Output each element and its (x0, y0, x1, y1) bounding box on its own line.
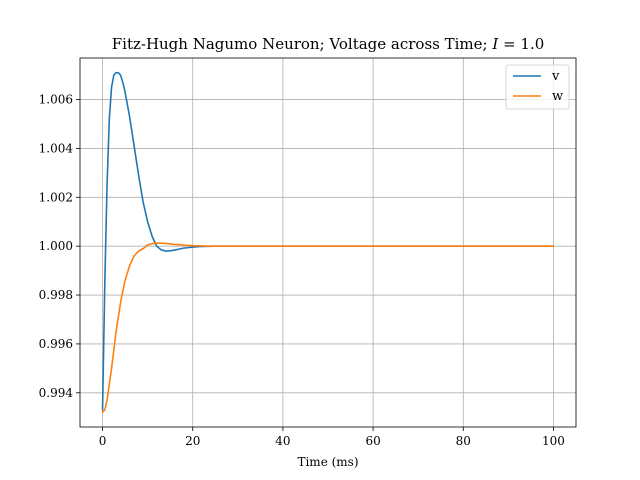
y-tick-label: 1.000 (39, 239, 73, 253)
y-axis-ticks: 0.994 0.996 0.998 1.000 1.002 1.004 1.006 (39, 93, 80, 400)
x-axis-ticks: 0 20 40 60 80 100 (99, 427, 565, 448)
x-tick-label: 0 (99, 434, 107, 448)
y-tick-label: 1.002 (39, 190, 73, 204)
legend: v w (505, 64, 570, 110)
x-tick-label: 40 (275, 434, 290, 448)
x-tick-label: 100 (542, 434, 565, 448)
plot-lines (101, 71, 555, 414)
y-tick-label: 0.998 (39, 288, 73, 302)
y-tick-label: 1.004 (39, 141, 74, 155)
chart-title: Fitz-Hugh Nagumo Neuron; Voltage across … (112, 35, 545, 53)
series-line-w (101, 242, 555, 414)
chart-title-variable: I (491, 35, 499, 53)
y-tick-label: 0.994 (39, 386, 74, 400)
series-line-v (101, 71, 555, 411)
legend-label-v: v (551, 69, 560, 84)
chart-title-suffix: = 1.0 (498, 35, 544, 53)
chart-title-prefix: Fitz-Hugh Nagumo Neuron; Voltage across … (112, 35, 493, 53)
plot-frame (79, 57, 577, 428)
legend-label-w: w (552, 89, 563, 104)
y-tick-label: 0.996 (39, 337, 73, 351)
x-tick-label: 80 (456, 434, 471, 448)
x-tick-label: 60 (365, 434, 380, 448)
y-tick-label: 1.006 (39, 93, 73, 107)
x-tick-label: 20 (185, 434, 200, 448)
x-axis-label: Time (ms) (297, 455, 358, 469)
